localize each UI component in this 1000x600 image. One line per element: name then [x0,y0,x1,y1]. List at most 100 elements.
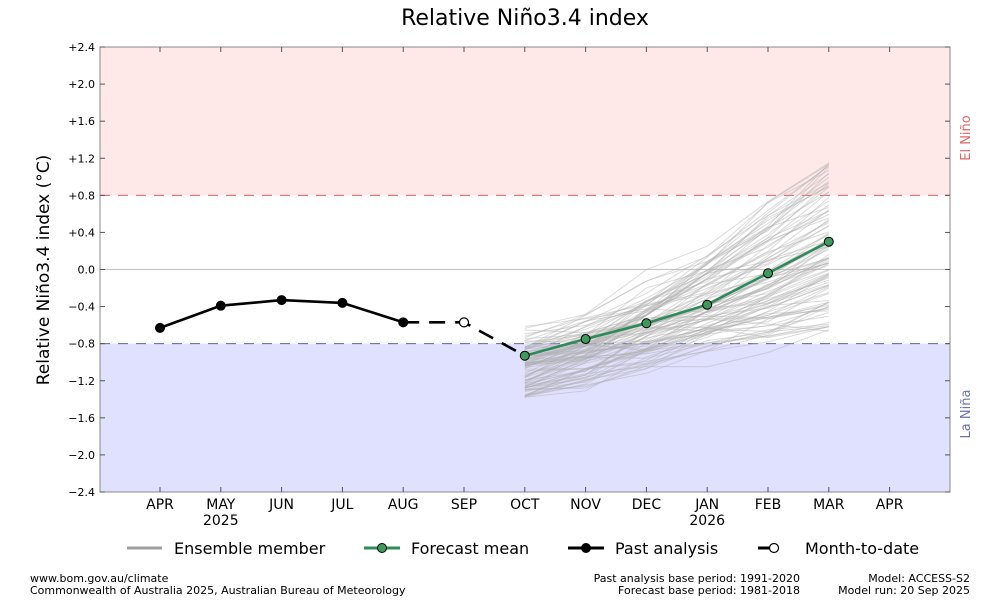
ensemble-member-line [524,241,830,387]
legend-past-label: Past analysis [615,539,718,558]
footer-model-run: Model run: 20 Sep 2025 [838,584,970,597]
ensemble-member-line [524,256,830,388]
ensemble-member-line [524,210,830,374]
ensemble-member-line [524,293,829,364]
ensemble-member-line [524,315,829,372]
ensemble-member-line [524,217,829,350]
ensemble-member-line [524,165,830,364]
y-tick-label: +1.2 [68,152,95,165]
ensemble-member-line [524,186,830,353]
ensemble-member-line [524,301,830,397]
ensemble-member-line [524,225,830,348]
ensemble-member-line [524,303,829,391]
ensemble-member-line [524,182,830,369]
ensemble-member-line [524,173,830,384]
y-tick-label: −1.6 [68,412,95,425]
y-tick-label: −0.8 [68,338,95,351]
ensemble-member-line [524,284,829,354]
past-analysis-point [276,295,287,306]
x-tick-label: DEC [632,497,662,513]
x-axis-ticks: APR MAY JUN JUL AUG SEP OCT NOV DEC JAN FEB MAR APR 2… [146,47,904,529]
ensemble-member-line [524,308,829,347]
legend-forecast-label: Forecast mean [411,539,529,558]
chart-title: Relative Niño3.4 index [401,6,649,31]
ensemble-member-line [524,284,829,370]
x-year-label: 2025 [203,513,239,529]
ensemble-member-line [524,163,830,359]
ensemble-member-line [524,240,830,381]
y-tick-label: +2.4 [68,41,95,54]
la-nina-label: La Niña [959,390,974,439]
x-tick-label: MAR [813,497,845,513]
ensemble-member-line [524,185,830,366]
y-tick-label: −2.4 [68,486,95,499]
legend-past-marker [581,543,591,553]
footer-left: www.bom.gov.au/climate Commonwealth of A… [30,573,405,597]
x-year-label: 2026 [689,513,725,529]
ensemble-member-line [524,231,829,342]
legend: Ensemble member Forecast mean Past analy… [127,539,919,558]
ensemble-member-line [524,263,830,375]
ensemble-member-line [524,277,829,348]
ensemble-member-line [524,326,829,352]
ensemble-member-line [524,323,829,360]
ensemble-members [524,162,830,398]
la-nina-band [100,343,950,492]
x-tick-label: FEB [755,497,782,513]
forecast-mean-point [763,268,773,279]
ensemble-member-line [524,163,830,388]
forecast-mean-point [580,334,591,345]
forecast-mean-point [702,299,713,310]
y-tick-label: +0.8 [68,189,95,202]
ensemble-member-line [524,305,830,396]
x-tick-label: AUG [388,497,419,513]
legend-mtd-label: Month-to-date [805,539,919,558]
ensemble-member-line [524,269,829,397]
forecast-mean-line [524,240,830,357]
ensemble-member-line [524,260,830,396]
ensemble-member-line [524,272,829,377]
ensemble-member-line [524,276,830,389]
y-axis-ticks: +2.4 +2.0 +1.6 +1.2 +0.8 +0.4 0.0 −0.4 −0.8 −1.2 −… [68,41,950,499]
ensemble-member-line [524,225,830,378]
ensemble-member-line [524,326,829,386]
forecast-mean-point [519,350,530,361]
ensemble-member-line [524,274,830,349]
data-series [155,236,834,361]
past-analysis-point [215,300,226,311]
x-tick-label: APR [146,497,174,513]
ensemble-member-line [524,165,830,381]
y-tick-label: 0.0 [78,264,96,277]
ensemble-member-line [524,191,830,368]
ensemble-member-line [524,304,829,366]
ensemble-member-line [524,321,829,365]
ensemble-member-line [524,249,830,384]
y-tick-label: −0.4 [68,301,95,314]
ensemble-member-line [524,286,830,365]
ensemble-member-line [524,172,830,379]
ensemble-member-line [524,292,829,391]
footer-past-base: Past analysis base period: 1991-2020 [593,572,800,585]
legend-forecast-marker [377,543,387,553]
ensemble-member-line [524,287,830,396]
month-to-date-point [458,317,470,328]
past-analysis-point [155,322,165,333]
x-tick-label: JUL [330,497,353,513]
footer-middle: Past analysis base period: 1991-2020 For… [594,573,800,597]
footer-copyright: Commonwealth of Australia 2025, Australi… [30,584,406,597]
ensemble-member-line [524,253,830,391]
x-tick-label: MAY [206,497,236,513]
ensemble-member-line [524,285,829,364]
ensemble-member-line [524,246,830,385]
footer-forecast-base: Forecast base period: 1981-2018 [618,584,800,597]
ensemble-member-line [524,257,830,366]
ensemble-member-line [524,325,829,390]
ensemble-member-line [524,206,829,337]
ensemble-member-line [524,257,829,343]
ensemble-member-line [524,279,829,327]
x-tick-label: SEP [451,497,477,513]
y-tick-label: +1.6 [68,115,95,128]
ensemble-member-line [524,196,830,387]
forecast-mean-point [641,318,652,329]
